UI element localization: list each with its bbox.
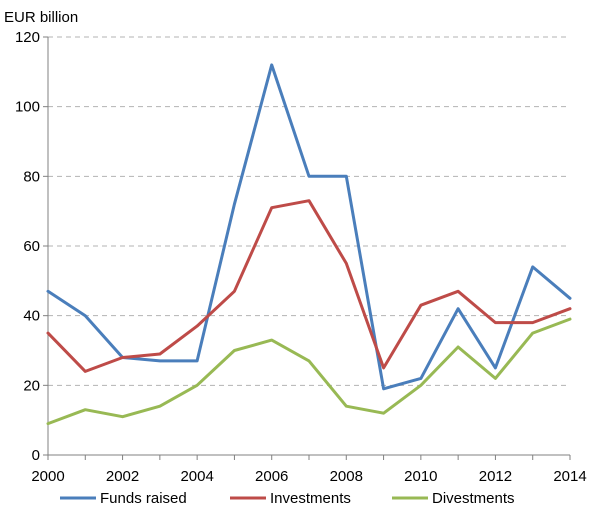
legend-item: Divestments (392, 490, 515, 507)
legend-item: Funds raised (60, 490, 187, 507)
x-tick-label: 2012 (479, 468, 512, 485)
x-tick-label: 2004 (180, 468, 213, 485)
gridlines (48, 36, 570, 386)
y-axis-unit-label: EUR billion (4, 9, 78, 26)
legend-label: Funds raised (100, 490, 187, 507)
series-lines (46, 63, 572, 426)
x-tick-label: 2002 (106, 468, 139, 485)
legend-label: Divestments (432, 490, 515, 507)
series-line-investments (46, 199, 572, 373)
x-tick-label: 2010 (404, 468, 437, 485)
legend-item: Investments (230, 490, 351, 507)
x-tick-labels: 2000 2002 2004 2006 2008 2010 2012 2014 (31, 468, 586, 485)
y-tick-label: 60 (23, 238, 40, 255)
y-tick-label: 0 (32, 447, 40, 464)
series-line-divestments (46, 317, 572, 426)
y-tick-labels: 0 20 40 60 80 100 120 (15, 29, 40, 464)
y-tick-label: 120 (15, 29, 40, 46)
x-tick-label: 2014 (553, 468, 586, 485)
legend-label: Investments (270, 490, 351, 507)
x-tick-label: 2006 (255, 468, 288, 485)
x-tick-label: 2000 (31, 468, 64, 485)
axes (43, 36, 571, 460)
y-tick-label: 20 (23, 377, 40, 394)
x-tick-label: 2008 (330, 468, 363, 485)
y-tick-label: 40 (23, 308, 40, 325)
y-tick-label: 80 (23, 168, 40, 185)
y-tick-label: 100 (15, 99, 40, 116)
series-line-funds-raised (46, 63, 572, 391)
legend: Funds raised Investments Divestments (60, 490, 515, 507)
